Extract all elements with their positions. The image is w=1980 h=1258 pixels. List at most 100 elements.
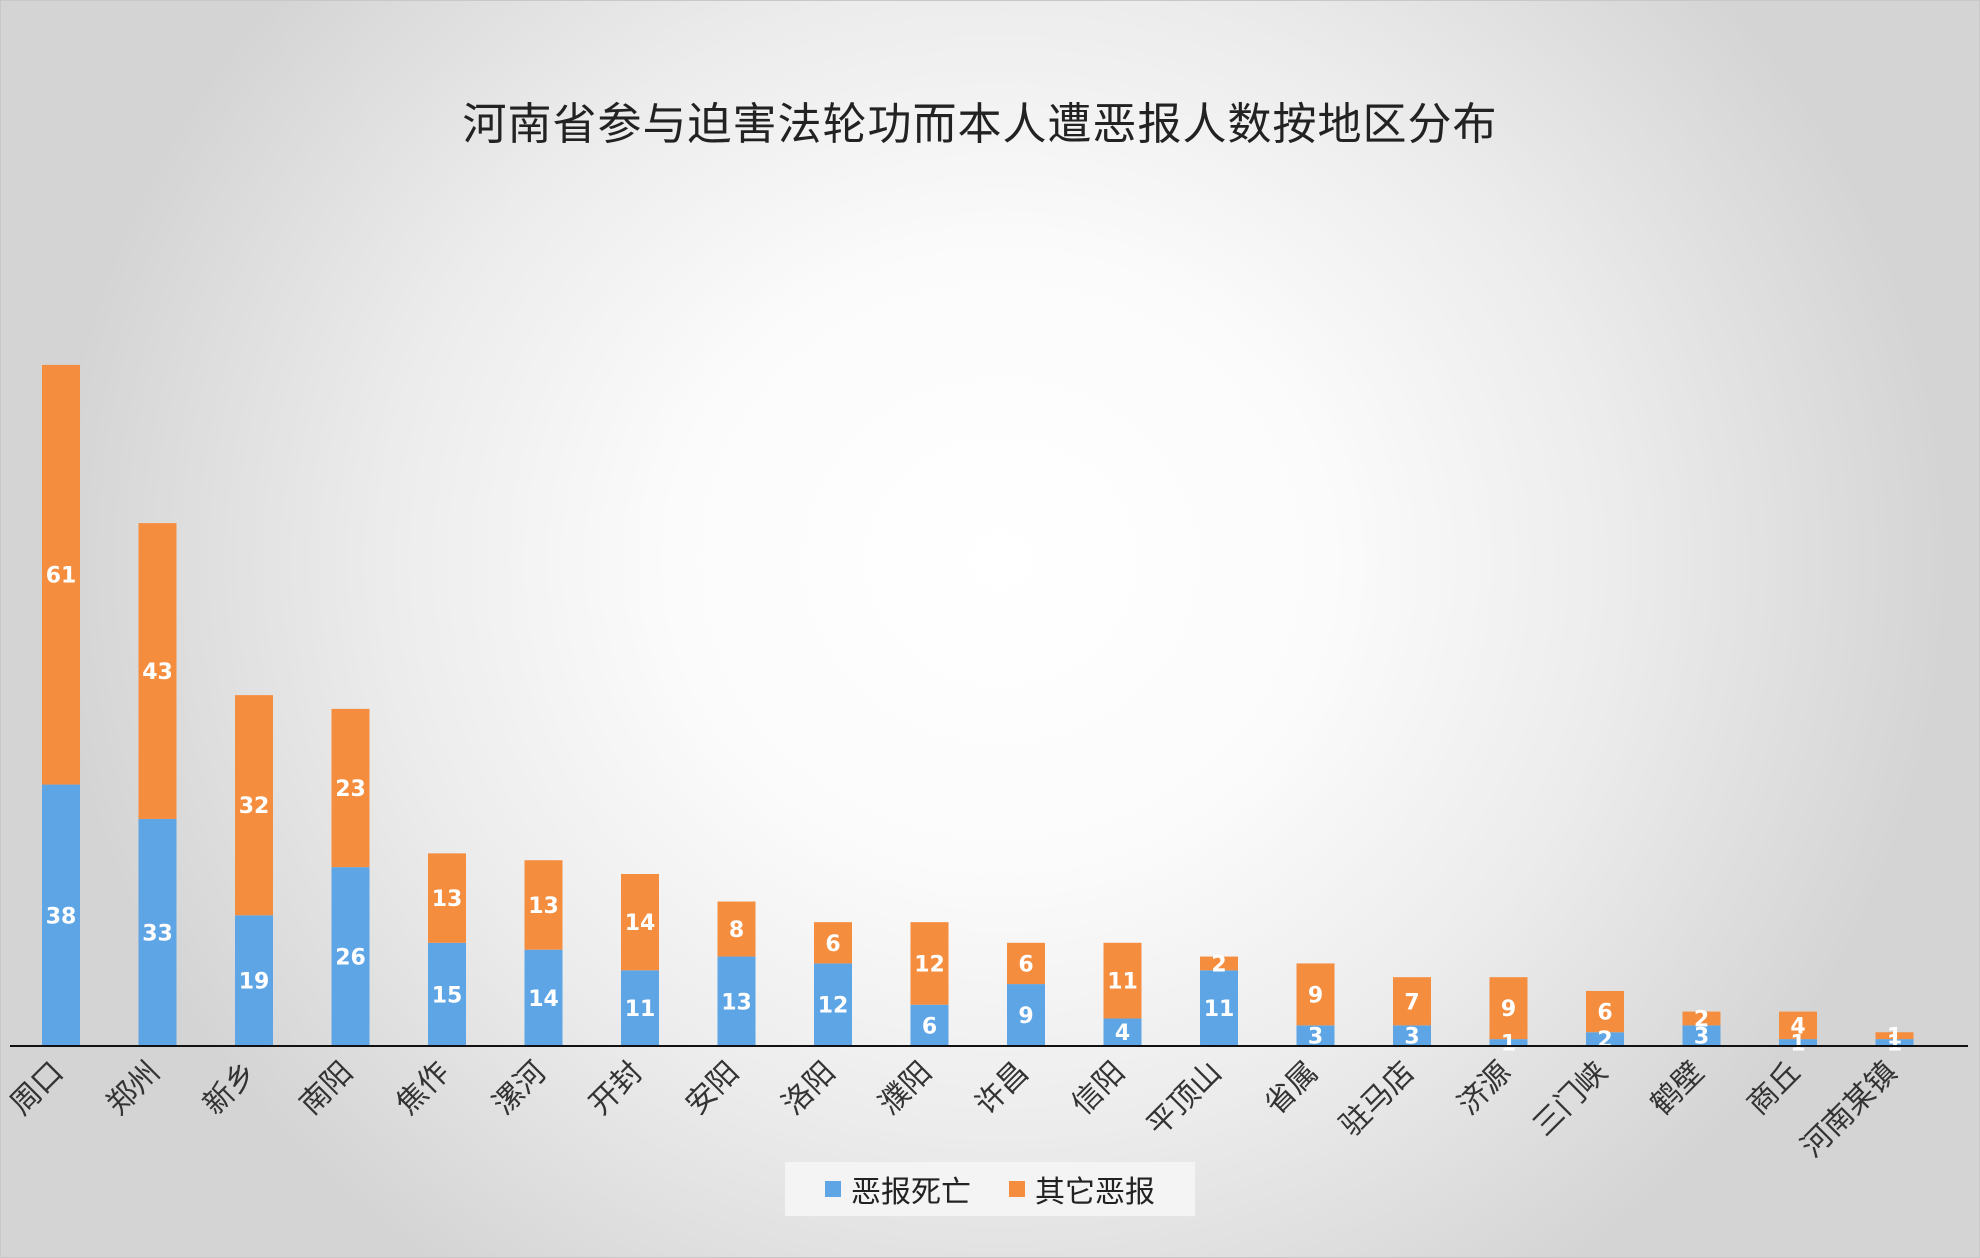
x-tick-label-1: 郑州	[100, 1055, 167, 1122]
data-label-death-19: 1	[1887, 1032, 1902, 1057]
x-tick-label-10: 许昌	[968, 1055, 1035, 1122]
bar-other-5	[524, 860, 563, 950]
bar-death-12	[1200, 970, 1238, 1046]
data-label-death-2: 19	[239, 970, 270, 995]
bar-other-3	[331, 708, 370, 868]
data-label-other-10: 6	[1018, 952, 1033, 977]
data-label-death-8: 12	[818, 994, 849, 1019]
data-label-other-5: 13	[528, 894, 559, 919]
data-label-death-6: 11	[625, 997, 656, 1022]
bar-death-9	[910, 1004, 949, 1046]
legend-swatch-death	[825, 1181, 841, 1197]
bar-other-17	[1682, 1011, 1721, 1026]
bar-death-19	[1875, 1039, 1914, 1046]
x-tick-label-14: 驻马店	[1333, 1055, 1421, 1143]
x-tick-label-8: 洛阳	[775, 1055, 842, 1122]
data-label-other-18: 4	[1790, 1014, 1805, 1039]
data-label-death-3: 26	[335, 946, 366, 971]
data-label-death-15: 1	[1501, 1032, 1516, 1057]
x-tick-label-0: 周口	[3, 1055, 70, 1122]
data-label-death-0: 38	[46, 904, 77, 929]
bar-death-18	[1779, 1039, 1817, 1046]
data-label-other-2: 32	[239, 794, 270, 819]
x-tick-label-4: 焦作	[389, 1055, 456, 1122]
bar-death-2	[235, 915, 273, 1046]
bar-other-12	[1200, 956, 1238, 971]
bar-other-13	[1296, 963, 1335, 1026]
bar-other-18	[1779, 1011, 1817, 1040]
data-label-other-8: 6	[825, 932, 840, 957]
data-label-other-13: 9	[1308, 983, 1323, 1008]
data-label-death-12: 11	[1204, 997, 1235, 1022]
data-label-death-5: 14	[528, 987, 559, 1012]
x-tick-label-12: 平顶山	[1140, 1055, 1228, 1143]
x-tick-label-11: 信阳	[1065, 1055, 1132, 1122]
legend-label-other: 其它恶报	[1035, 1175, 1155, 1210]
data-label-death-17: 3	[1694, 1025, 1709, 1050]
bar-other-15	[1489, 977, 1528, 1040]
x-tick-label-16: 三门峡	[1526, 1055, 1614, 1143]
data-label-other-12: 2	[1211, 952, 1226, 977]
bar-death-7	[717, 956, 756, 1046]
bar-death-3	[331, 867, 370, 1046]
legend-label-death: 恶报死亡	[851, 1175, 971, 1210]
data-label-other-0: 61	[46, 564, 77, 589]
data-label-death-7: 13	[721, 990, 752, 1015]
bar-other-14	[1393, 977, 1431, 1026]
data-label-death-9: 6	[922, 1014, 937, 1039]
data-label-other-14: 7	[1404, 990, 1419, 1015]
bar-death-8	[814, 963, 852, 1046]
bar-death-10	[1007, 984, 1045, 1046]
bar-death-11	[1103, 1018, 1142, 1046]
bar-other-0	[42, 364, 80, 785]
bar-death-6	[621, 970, 659, 1046]
data-label-other-16: 6	[1597, 1001, 1612, 1026]
data-label-other-6: 14	[625, 911, 656, 936]
bar-death-16	[1586, 1032, 1624, 1046]
x-tick-label-15: 济源	[1451, 1055, 1518, 1122]
data-label-death-10: 9	[1018, 1004, 1033, 1029]
bar-other-4	[428, 853, 466, 943]
data-label-other-1: 43	[142, 660, 173, 685]
data-label-other-4: 13	[432, 887, 463, 912]
bar-other-1	[138, 523, 177, 819]
x-tick-label-19: 河南某镇	[1795, 1055, 1905, 1165]
bar-other-8	[814, 922, 852, 964]
x-tick-label-17: 鹤壁	[1644, 1055, 1711, 1122]
bar-death-1	[138, 818, 177, 1046]
bar-death-5	[524, 949, 563, 1046]
legend-item-other: 其它恶报	[1009, 1167, 1155, 1211]
x-tick-label-6: 开封	[582, 1055, 649, 1122]
data-label-death-13: 3	[1308, 1025, 1323, 1050]
x-tick-label-5: 漯河	[486, 1055, 553, 1122]
data-label-death-4: 15	[432, 983, 463, 1008]
chart-legend: 恶报死亡 其它恶报	[785, 1162, 1195, 1216]
data-label-death-14: 3	[1404, 1025, 1419, 1050]
x-tick-label-18: 商丘	[1740, 1055, 1807, 1122]
bar-other-19	[1875, 1032, 1914, 1040]
x-tick-label-7: 安阳	[679, 1055, 746, 1122]
data-label-death-1: 33	[142, 921, 173, 946]
legend-swatch-other	[1009, 1181, 1025, 1197]
bar-death-14	[1393, 1025, 1431, 1046]
chart-title: 河南省参与迫害法轮功而本人遭恶报人数按地区分布	[462, 99, 1498, 150]
x-tick-label-9: 濮阳	[872, 1055, 939, 1122]
x-tick-label-3: 南阳	[293, 1055, 360, 1122]
x-tick-label-13: 省属	[1258, 1055, 1325, 1122]
bar-death-0	[42, 784, 80, 1046]
bar-death-17	[1682, 1025, 1721, 1046]
bar-other-11	[1103, 942, 1142, 1019]
data-label-death-16: 2	[1597, 1028, 1612, 1053]
bar-other-7	[717, 901, 756, 957]
bar-death-4	[428, 942, 466, 1046]
data-label-other-19: 1	[1887, 1025, 1902, 1050]
x-tick-label-2: 新乡	[196, 1055, 263, 1122]
data-label-other-3: 23	[335, 777, 366, 802]
data-label-other-11: 11	[1107, 970, 1138, 995]
bar-other-2	[235, 695, 273, 916]
data-label-other-17: 2	[1694, 1007, 1709, 1032]
legend-item-death: 恶报死亡	[825, 1167, 971, 1211]
data-label-other-15: 9	[1501, 997, 1516, 1022]
